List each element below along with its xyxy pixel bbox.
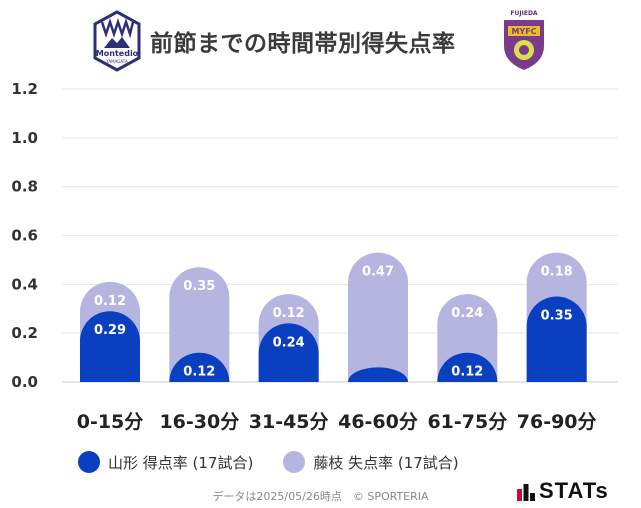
legend-swatch-fujieda xyxy=(283,451,306,473)
stats-bars-icon xyxy=(517,484,535,501)
data-label-yamagata: 0.29 xyxy=(94,323,126,338)
data-label-fujieda: 0.12 xyxy=(94,294,126,309)
bar-fujieda-concede xyxy=(348,252,408,382)
bar-yamagata-score xyxy=(526,296,587,382)
data-label-fujieda: 0.35 xyxy=(183,279,215,294)
bars xyxy=(80,252,587,382)
y-axis: 0.0 0.2 0.4 0.6 0.8 1.0 1.2 xyxy=(11,80,38,391)
x-tick-label: 31-45分 xyxy=(249,411,329,433)
y-tick-label: 0.8 xyxy=(11,178,38,196)
y-tick-label: 1.0 xyxy=(11,129,38,147)
data-label-fujieda: 0.18 xyxy=(541,265,573,280)
x-tick-label: 16-30分 xyxy=(159,411,239,433)
y-tick-label: 0.6 xyxy=(11,227,38,245)
y-tick-label: 0.2 xyxy=(11,324,38,342)
stats-brand: STATs xyxy=(517,478,609,504)
data-label-yamagata: 0.12 xyxy=(451,365,483,380)
bar-yamagata-score xyxy=(348,367,408,382)
legend-swatch-yamagata xyxy=(78,451,100,473)
grid xyxy=(62,88,618,383)
bar-yamagata-score xyxy=(437,352,498,382)
montedio-logo-text: Montedio xyxy=(96,49,139,58)
x-tick-label: 76-90分 xyxy=(517,411,597,433)
legend-label-fujieda: 藤枝 失点率 (17試合) xyxy=(313,453,459,472)
montedio-logo: Montedio YAMAGATA xyxy=(93,10,141,72)
y-tick-label: 0.0 xyxy=(11,373,38,391)
fujieda-logo-text: MYFC xyxy=(511,27,536,36)
bar-fujieda-concede xyxy=(169,267,230,382)
data-label-fujieda: 0.12 xyxy=(273,306,305,321)
x-tick-label: 0-15分 xyxy=(77,411,144,433)
data-label-yamagata: 0.24 xyxy=(273,335,305,350)
data-label-yamagata: 0.35 xyxy=(541,309,573,324)
montedio-logo-subtext: YAMAGATA xyxy=(105,59,128,64)
data-label-fujieda: 0.47 xyxy=(362,265,394,280)
data-labels: 0.12 0.29 0.35 0.12 0.12 0.24 0.47 0.24 0.12 0.18… xyxy=(94,265,573,380)
stats-brand-text: STATs xyxy=(539,478,609,503)
legend-item-fujieda: 藤枝 失点率 (17試合) xyxy=(283,451,459,473)
data-source-note: データは2025/05/26時点 © SPORTERIA xyxy=(212,490,429,503)
chart-header: Montedio YAMAGATA 前節までの時間帯別得失点率 FUJIEDA … xyxy=(0,0,641,80)
bar-yamagata-score xyxy=(169,352,230,382)
time-slot-chart: 0.00.20.40.60.81.01.2 0.120.290.350.120.… xyxy=(11,80,618,433)
legend-item-yamagata: 山形 得点率 (17試合) xyxy=(78,451,253,473)
data-label-fujieda: 0.24 xyxy=(451,306,483,321)
fujieda-logo-subtext: FUJIEDA xyxy=(510,10,538,17)
bar-yamagata-score xyxy=(80,311,140,382)
x-tick-label: 46-60分 xyxy=(338,411,418,433)
x-tick-label: 61-75分 xyxy=(427,411,507,433)
y-tick-label: 0.4 xyxy=(11,275,38,293)
chart-title: 前節までの時間帯別得失点率 xyxy=(150,31,456,57)
x-axis: 0-15分 16-30分 31-45分 46-60分 61-75分 76-90分 xyxy=(77,411,597,433)
bar-yamagata-score xyxy=(258,323,319,382)
legend: 山形 得点率 (17試合) 藤枝 失点率 (17試合) xyxy=(78,448,459,476)
y-tick-label: 1.2 xyxy=(11,80,38,98)
data-label-yamagata: 0.12 xyxy=(183,365,215,380)
legend-label-yamagata: 山形 得点率 (17試合) xyxy=(108,453,254,472)
fujieda-logo: FUJIEDA MYFC xyxy=(504,10,544,70)
